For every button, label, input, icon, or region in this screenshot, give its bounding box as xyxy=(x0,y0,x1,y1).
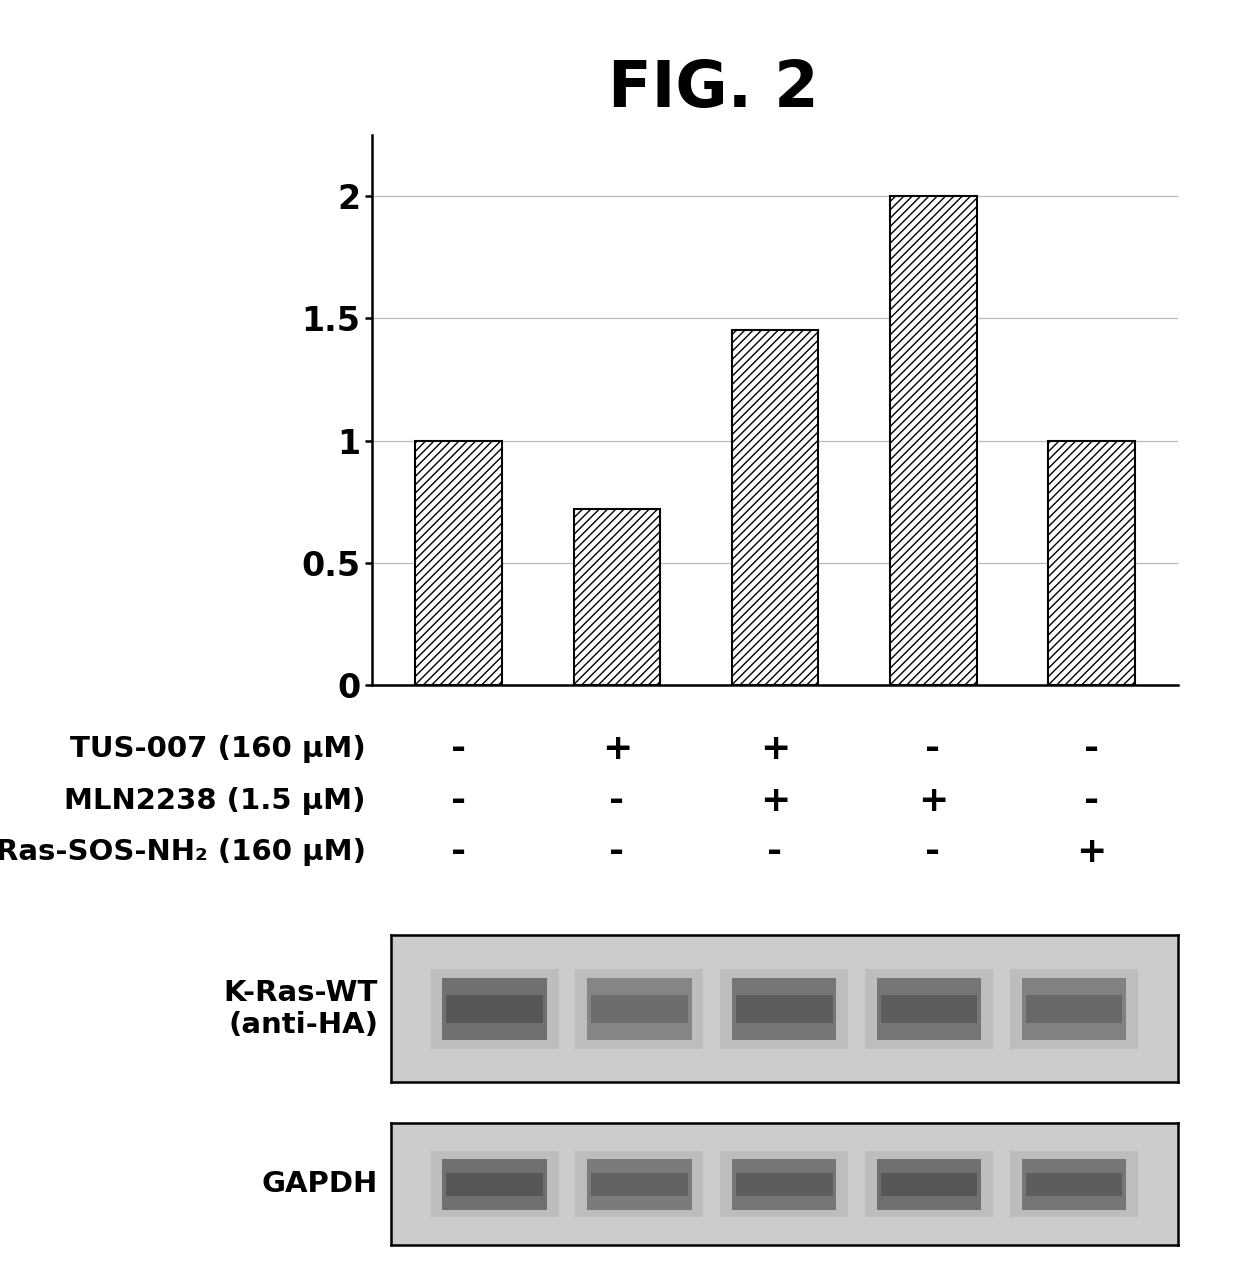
Bar xyxy=(575,968,703,1049)
Text: -: - xyxy=(609,784,625,817)
Bar xyxy=(880,1173,977,1195)
Text: -: - xyxy=(451,835,466,869)
Bar xyxy=(588,977,692,1040)
Bar xyxy=(443,1159,547,1209)
Text: +: + xyxy=(918,784,949,817)
Bar xyxy=(732,977,837,1040)
Bar xyxy=(866,1152,993,1217)
Text: +: + xyxy=(760,784,790,817)
Text: +: + xyxy=(601,733,632,766)
Bar xyxy=(1025,1173,1122,1195)
Bar xyxy=(866,968,993,1049)
Bar xyxy=(430,968,558,1049)
Text: Ras-SOS-NH₂ (160 μM): Ras-SOS-NH₂ (160 μM) xyxy=(0,838,366,866)
Bar xyxy=(575,1152,703,1217)
Bar xyxy=(880,995,977,1022)
Bar xyxy=(588,1159,692,1209)
Text: TUS-007 (160 μM): TUS-007 (160 μM) xyxy=(69,735,366,763)
Text: FIG. 2: FIG. 2 xyxy=(608,58,818,119)
Bar xyxy=(737,995,832,1022)
Bar xyxy=(1022,1159,1126,1209)
Bar xyxy=(1048,441,1135,685)
Bar xyxy=(732,1159,837,1209)
Text: -: - xyxy=(451,784,466,817)
Bar xyxy=(430,1152,558,1217)
Bar xyxy=(446,1173,543,1195)
Text: -: - xyxy=(925,835,941,869)
Bar xyxy=(877,977,981,1040)
Bar xyxy=(1011,968,1138,1049)
Text: -: - xyxy=(768,835,782,869)
Bar xyxy=(443,977,547,1040)
Bar xyxy=(591,995,688,1022)
Bar xyxy=(591,1173,688,1195)
Bar xyxy=(720,1152,848,1217)
Bar xyxy=(732,330,818,685)
Bar xyxy=(1022,977,1126,1040)
Text: -: - xyxy=(925,733,941,766)
Text: -: - xyxy=(451,733,466,766)
Text: -: - xyxy=(609,835,625,869)
Bar xyxy=(889,196,977,685)
Bar xyxy=(415,441,502,685)
Text: +: + xyxy=(1076,835,1106,869)
Bar xyxy=(737,1173,832,1195)
Bar xyxy=(446,995,543,1022)
Bar xyxy=(720,968,848,1049)
Text: MLN2238 (1.5 μM): MLN2238 (1.5 μM) xyxy=(64,787,366,815)
Bar xyxy=(1011,1152,1138,1217)
Text: GAPDH: GAPDH xyxy=(262,1171,378,1198)
Bar xyxy=(1025,995,1122,1022)
Text: -: - xyxy=(1084,784,1099,817)
Text: -: - xyxy=(1084,733,1099,766)
Bar xyxy=(877,1159,981,1209)
Text: +: + xyxy=(760,733,790,766)
Bar xyxy=(573,509,661,685)
Text: K-Ras-WT
(anti-HA): K-Ras-WT (anti-HA) xyxy=(224,979,378,1039)
